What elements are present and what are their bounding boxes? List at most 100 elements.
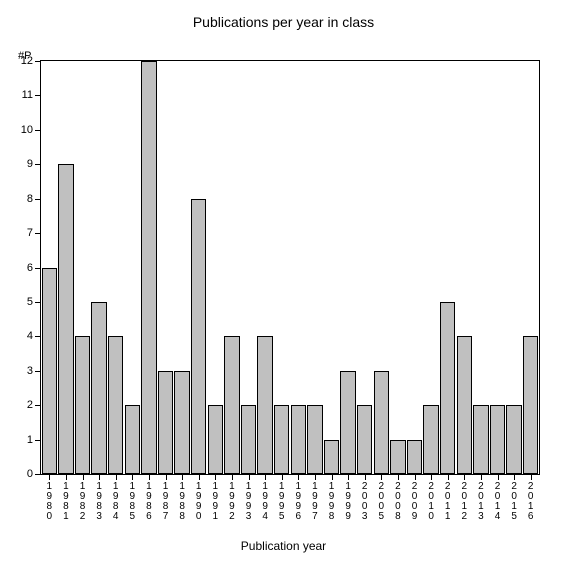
x-tick bbox=[498, 474, 499, 480]
bar bbox=[42, 268, 57, 475]
x-tick bbox=[464, 474, 465, 480]
x-tick-label: 2015 bbox=[510, 482, 518, 522]
x-tick-label: 1986 bbox=[145, 482, 153, 522]
bar bbox=[75, 336, 90, 474]
x-tick-label: 2003 bbox=[361, 482, 369, 522]
x-tick bbox=[481, 474, 482, 480]
bar bbox=[374, 371, 389, 474]
y-tick-label: 2 bbox=[27, 399, 33, 411]
x-tick-label: 2009 bbox=[411, 482, 419, 522]
bar bbox=[506, 405, 521, 474]
x-tick-label: 1999 bbox=[344, 482, 352, 522]
x-tick bbox=[348, 474, 349, 480]
bar bbox=[307, 405, 322, 474]
x-tick bbox=[83, 474, 84, 480]
x-tick-label: 2016 bbox=[527, 482, 535, 522]
y-tick bbox=[35, 336, 41, 337]
y-tick bbox=[35, 233, 41, 234]
x-tick-label: 1991 bbox=[211, 482, 219, 522]
x-tick-label: 2014 bbox=[494, 482, 502, 522]
plot-area: 0123456789101112198019811982198319841985… bbox=[40, 60, 540, 475]
y-tick-label: 8 bbox=[27, 193, 33, 205]
x-tick-label: 1998 bbox=[328, 482, 336, 522]
x-tick-label: 2005 bbox=[377, 482, 385, 522]
x-tick-label: 2011 bbox=[444, 482, 452, 522]
x-tick bbox=[249, 474, 250, 480]
x-tick bbox=[381, 474, 382, 480]
x-tick-label: 1997 bbox=[311, 482, 319, 522]
y-tick bbox=[35, 474, 41, 475]
bar bbox=[91, 302, 106, 474]
y-tick bbox=[35, 130, 41, 131]
x-tick bbox=[132, 474, 133, 480]
x-tick bbox=[99, 474, 100, 480]
bar bbox=[191, 199, 206, 474]
x-tick bbox=[215, 474, 216, 480]
x-tick-label: 1981 bbox=[62, 482, 70, 522]
x-tick-label: 1988 bbox=[178, 482, 186, 522]
x-tick-label: 1995 bbox=[278, 482, 286, 522]
chart-container: Publications per year in class #P 012345… bbox=[0, 0, 567, 567]
bar bbox=[108, 336, 123, 474]
x-tick-label: 2008 bbox=[394, 482, 402, 522]
bar bbox=[257, 336, 272, 474]
x-tick-label: 1983 bbox=[95, 482, 103, 522]
y-tick bbox=[35, 268, 41, 269]
y-tick-label: 5 bbox=[27, 296, 33, 308]
x-tick bbox=[182, 474, 183, 480]
x-axis-label: Publication year bbox=[0, 539, 567, 553]
bar bbox=[208, 405, 223, 474]
x-tick bbox=[298, 474, 299, 480]
x-tick-label: 1992 bbox=[228, 482, 236, 522]
x-tick-label: 1993 bbox=[245, 482, 253, 522]
bar bbox=[357, 405, 372, 474]
x-tick bbox=[116, 474, 117, 480]
x-tick-label: 1985 bbox=[128, 482, 136, 522]
x-tick-label: 1982 bbox=[79, 482, 87, 522]
x-tick bbox=[199, 474, 200, 480]
y-tick bbox=[35, 302, 41, 303]
x-tick-label: 2013 bbox=[477, 482, 485, 522]
x-tick bbox=[514, 474, 515, 480]
bar bbox=[473, 405, 488, 474]
bar bbox=[125, 405, 140, 474]
bar bbox=[141, 61, 156, 474]
x-tick-label: 1984 bbox=[112, 482, 120, 522]
y-tick-label: 0 bbox=[27, 468, 33, 480]
x-tick bbox=[66, 474, 67, 480]
y-tick-label: 1 bbox=[27, 434, 33, 446]
x-tick-label: 2010 bbox=[427, 482, 435, 522]
x-tick-label: 1996 bbox=[294, 482, 302, 522]
x-tick bbox=[448, 474, 449, 480]
bar bbox=[174, 371, 189, 474]
x-tick bbox=[531, 474, 532, 480]
y-tick-label: 11 bbox=[22, 89, 33, 101]
bar bbox=[241, 405, 256, 474]
y-tick bbox=[35, 199, 41, 200]
bars-container bbox=[41, 61, 539, 474]
y-tick bbox=[35, 164, 41, 165]
y-tick bbox=[35, 61, 41, 62]
x-tick bbox=[398, 474, 399, 480]
y-tick bbox=[35, 440, 41, 441]
x-tick-label: 1994 bbox=[261, 482, 269, 522]
x-tick bbox=[365, 474, 366, 480]
y-tick-label: 9 bbox=[27, 158, 33, 170]
bar bbox=[390, 440, 405, 474]
bar bbox=[224, 336, 239, 474]
x-tick bbox=[166, 474, 167, 480]
y-tick-label: 4 bbox=[27, 330, 33, 342]
y-tick-label: 12 bbox=[21, 55, 33, 67]
bar bbox=[340, 371, 355, 474]
x-tick-label: 2012 bbox=[460, 482, 468, 522]
bar bbox=[523, 336, 538, 474]
y-tick-label: 10 bbox=[21, 124, 33, 136]
bar bbox=[490, 405, 505, 474]
chart-title: Publications per year in class bbox=[0, 14, 567, 30]
x-tick bbox=[282, 474, 283, 480]
bar bbox=[440, 302, 455, 474]
x-tick bbox=[149, 474, 150, 480]
bar bbox=[457, 336, 472, 474]
x-tick-label: 1990 bbox=[195, 482, 203, 522]
y-tick bbox=[35, 405, 41, 406]
